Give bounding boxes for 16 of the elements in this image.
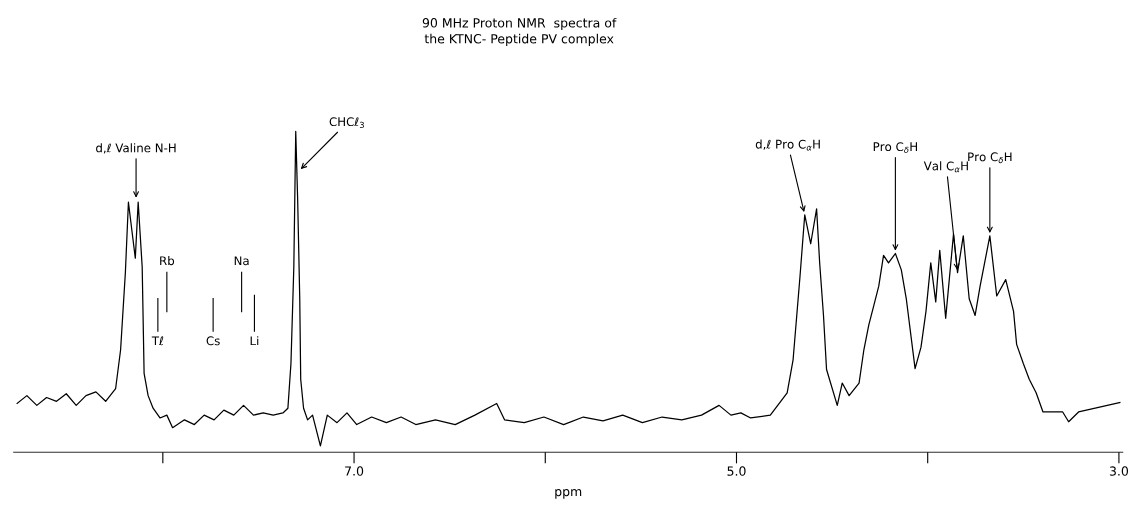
annotation: Pro C$_{δ}$H	[873, 142, 917, 153]
x-axis-title: ppm	[555, 489, 582, 499]
annotation: d,ℓ Valine N-H	[96, 143, 176, 154]
ref-line-label: Li	[250, 336, 259, 346]
x-tick-label: 5.0	[727, 466, 746, 476]
x-tick-label: 3.0	[1109, 466, 1129, 476]
ref-line-label: Na	[234, 256, 249, 266]
chart-title: 90 MHz Proton NMR spectra of the KTNC- Peptide PV complex	[422, 17, 617, 46]
ref-line-label: Tℓ	[151, 336, 164, 346]
x-tick-label: 7.0	[345, 466, 364, 476]
annotation: d,ℓ Pro C$_{α}$H	[755, 139, 820, 151]
ref-line-label: Rb	[160, 256, 175, 266]
annotation: CHCℓ$_{3}$	[329, 117, 364, 128]
ref-line-label: Cs	[206, 336, 220, 346]
annotation: Pro C$_{δ}$H	[968, 152, 1012, 164]
annotation: Val C$_{α}$H	[923, 161, 968, 173]
